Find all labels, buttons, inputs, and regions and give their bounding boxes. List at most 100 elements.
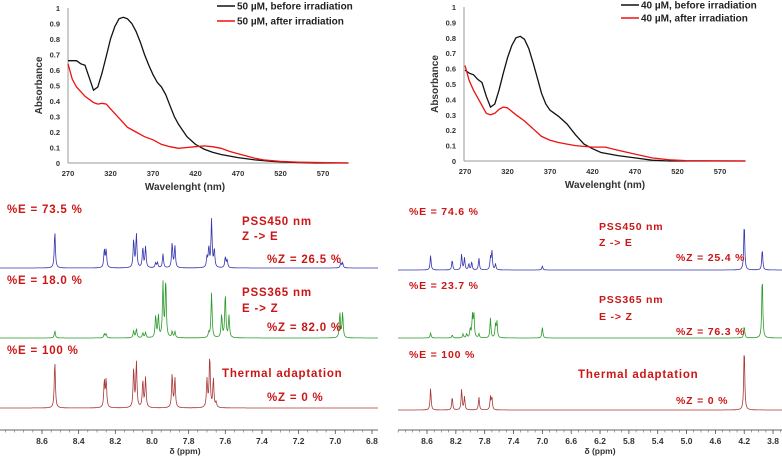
uv-x-tick-label: 320 — [104, 169, 117, 178]
nmr-left-e-percent-1: %E = 73.5 % — [7, 204, 83, 216]
uv-y-tick-label: 0.5 — [446, 80, 456, 89]
uv-y-tick-label: 0.7 — [50, 51, 60, 60]
nmr-left-direction-2: E -> Z — [242, 303, 279, 315]
uv-y-tick-label: 0.9 — [50, 20, 60, 29]
uv-series-line-0 — [464, 35, 746, 162]
nmr-right-z-percent-1: %Z = 25.4 % — [676, 252, 746, 264]
nmr-x-tick-label: 8.2 — [450, 436, 462, 446]
uv-x-tick-label: 570 — [714, 167, 727, 176]
nmr-x-tick-label: 7.4 — [508, 436, 520, 446]
uv-y-tick-label: 0.8 — [50, 35, 60, 44]
uv-y-tick-label: 0.4 — [50, 97, 61, 106]
uv-x-tick-label: 270 — [62, 169, 75, 178]
nmr-left-direction-1: Z -> E — [242, 231, 279, 243]
uv-x-tick-label: 520 — [274, 169, 287, 178]
nmr-x-tick-label: 7.4 — [256, 436, 268, 446]
nmr-right-direction-1: Z -> E — [599, 237, 633, 249]
nmr-right-pss-label-1: PSS450 nm — [599, 221, 664, 233]
uv-x-tick-label: 370 — [544, 167, 557, 176]
nmr-x-axis-label: δ (ppm) — [169, 446, 200, 456]
uv-x-tick-label: 320 — [501, 167, 514, 176]
uv-y-tick-label: 0.4 — [446, 95, 457, 104]
uv-y-tick-label: 0.3 — [50, 113, 60, 122]
uv-y-tick-label: 0.7 — [446, 49, 456, 58]
nmr-right-z-percent-2: %Z = 76.3 % — [676, 326, 746, 338]
uv-y-tick-label: 0.2 — [446, 126, 456, 135]
uv-x-tick-label: 570 — [317, 169, 330, 178]
nmr-left-e-percent-3: %E = 100 % — [7, 345, 79, 357]
uv-x-tick-label: 420 — [189, 169, 202, 178]
uv-series-line-1 — [464, 65, 746, 162]
uv-x-axis-label: Wavelenght (nm) — [565, 180, 645, 191]
nmr-x-tick-label: 4.6 — [709, 436, 721, 446]
uv-x-tick-label: 270 — [459, 167, 472, 176]
nmr-x-tick-label: 6.8 — [366, 436, 378, 446]
nmr-left-thermal-label: Thermal adaptation — [222, 368, 343, 380]
uv-y-tick-label: 0.9 — [446, 18, 456, 27]
uv-y-tick-label: 0.5 — [50, 82, 60, 91]
uv-x-tick-label: 520 — [671, 167, 684, 176]
uv-x-axis-label: Wavelenght (nm) — [145, 182, 225, 193]
nmr-spectrum-0 — [398, 228, 782, 271]
nmr-spectrum-1 — [398, 283, 782, 339]
uv-x-tick-label: 470 — [629, 167, 642, 176]
uv-series-line-0 — [68, 16, 349, 164]
uv-y-axis-label: Absorbance — [34, 56, 45, 114]
nmr-x-tick-label: 8.6 — [36, 436, 48, 446]
uv-y-tick-label: 0 — [56, 159, 60, 168]
nmr-x-tick-label: 8.4 — [73, 436, 85, 446]
nmr-x-tick-label: 7.6 — [219, 436, 231, 446]
nmr-left-e-percent-2: %E = 18.0 % — [7, 275, 83, 287]
nmr-x-tick-label: 7.8 — [183, 436, 195, 446]
nmr-spectrum-2 — [0, 358, 378, 409]
uv-y-tick-label: 0.2 — [50, 128, 60, 137]
uv-x-tick-label: 370 — [147, 169, 160, 178]
nmr-left-pss-label-2: PSS365 nm — [242, 287, 312, 299]
nmr-left-pss-label-1: PSS450 nm — [242, 216, 312, 228]
uv-legend-label-0: 50 µM, before irradiation — [237, 2, 353, 13]
nmr-spectrum-1 — [0, 280, 378, 339]
uv-y-tick-label: 0 — [452, 157, 456, 166]
nmr-spectrum-0 — [0, 218, 378, 269]
uv-y-tick-label: 0.6 — [446, 65, 456, 74]
nmr-right-pss-label-2: PSS365 nm — [599, 294, 664, 306]
nmr-right-thermal-label: Thermal adaptation — [578, 369, 699, 381]
nmr-right-direction-2: E -> Z — [599, 311, 633, 323]
uv-series-line-1 — [67, 63, 349, 164]
nmr-left-z-percent-1: %Z = 26.5 % — [267, 254, 342, 266]
nmr-x-tick-label: 5.0 — [681, 436, 693, 446]
nmr-left-z-percent-2: %Z = 82.0 % — [267, 322, 342, 334]
uv-y-tick-label: 0.3 — [446, 111, 456, 120]
nmr-x-tick-label: 7.2 — [293, 436, 305, 446]
nmr-x-tick-label: 7.8 — [479, 436, 491, 446]
nmr-x-tick-label: 3.8 — [767, 436, 779, 446]
nmr-x-tick-label: 8.2 — [109, 436, 121, 446]
nmr-x-tick-label: 8.6 — [421, 436, 433, 446]
nmr-left-z-percent-3: %Z = 0 % — [267, 392, 324, 404]
uv-legend-label-1: 50 µM, after irradiation — [237, 17, 344, 28]
uv-y-tick-label: 1 — [56, 4, 60, 13]
uv-legend-label-0: 40 µM, before irradiation — [641, 1, 757, 12]
nmr-x-tick-label: 6.6 — [565, 436, 577, 446]
nmr-x-tick-label: 5.8 — [623, 436, 635, 446]
nmr-x-tick-label: 5.4 — [652, 436, 664, 446]
uv-x-tick-label: 470 — [232, 169, 245, 178]
nmr-x-axis-label: δ (ppm) — [584, 446, 615, 456]
uv-y-tick-label: 1 — [452, 3, 456, 12]
uv-y-tick-label: 0.8 — [446, 34, 456, 43]
uv-y-axis-label: Absorbance — [430, 55, 441, 113]
nmr-right-e-percent-3: %E = 100 % — [409, 349, 476, 361]
nmr-x-tick-label: 7.0 — [329, 436, 341, 446]
nmr-right-e-percent-1: %E = 74.6 % — [409, 206, 479, 218]
uv-y-tick-label: 0.1 — [50, 144, 60, 153]
nmr-x-tick-label: 7.0 — [536, 436, 548, 446]
nmr-right-e-percent-2: %E = 23.7 % — [409, 280, 479, 292]
uv-y-tick-label: 0.1 — [446, 142, 456, 151]
nmr-x-tick-label: 6.2 — [594, 436, 606, 446]
uv-x-tick-label: 420 — [586, 167, 599, 176]
nmr-spectrum-2 — [398, 355, 782, 411]
uv-legend-label-1: 40 µM, after irradiation — [641, 14, 748, 25]
uv-y-tick-label: 0.6 — [50, 66, 60, 75]
nmr-x-tick-label: 8.0 — [146, 436, 158, 446]
